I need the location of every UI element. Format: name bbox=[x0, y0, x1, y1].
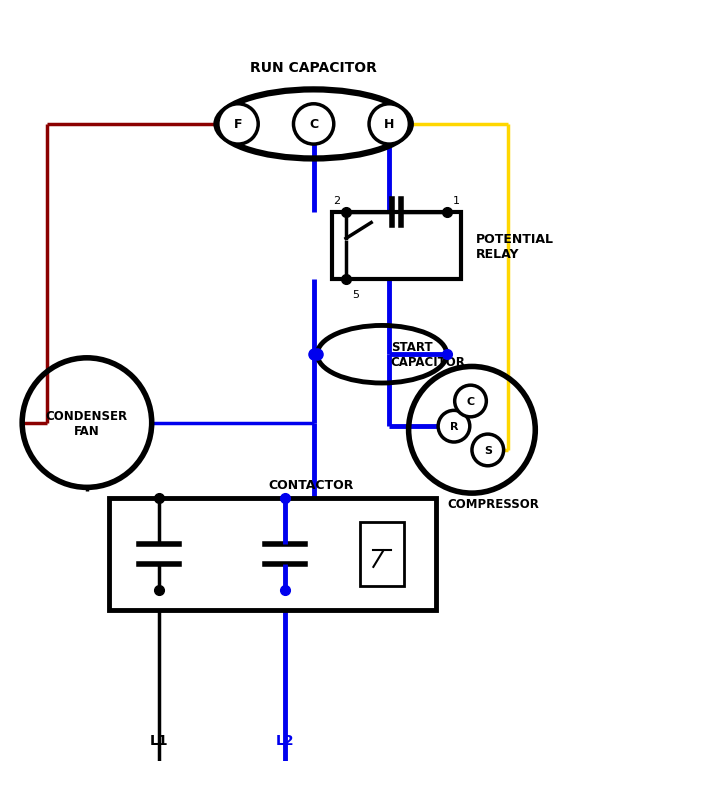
Text: L1: L1 bbox=[149, 734, 168, 748]
Text: POTENTIAL
RELAY: POTENTIAL RELAY bbox=[475, 232, 553, 260]
Text: C: C bbox=[467, 397, 475, 406]
Text: CONTACTOR: CONTACTOR bbox=[269, 479, 355, 491]
Circle shape bbox=[369, 104, 409, 145]
Circle shape bbox=[438, 411, 470, 442]
Text: 5: 5 bbox=[352, 290, 359, 300]
Circle shape bbox=[218, 104, 258, 145]
Circle shape bbox=[472, 434, 504, 467]
Text: 1: 1 bbox=[453, 196, 459, 206]
Text: H: H bbox=[384, 118, 395, 131]
Text: START
CAPACITOR: START CAPACITOR bbox=[391, 340, 465, 369]
Text: L2: L2 bbox=[275, 734, 294, 748]
Circle shape bbox=[293, 104, 333, 145]
Text: C: C bbox=[309, 118, 318, 131]
Circle shape bbox=[455, 385, 486, 418]
Text: 2: 2 bbox=[333, 196, 340, 206]
Bar bbox=[360, 522, 403, 586]
Bar bbox=[332, 213, 461, 279]
Text: RUN CAPACITOR: RUN CAPACITOR bbox=[250, 60, 377, 75]
Text: F: F bbox=[234, 118, 242, 131]
Text: R: R bbox=[450, 422, 458, 432]
Text: S: S bbox=[484, 446, 492, 455]
Bar bbox=[108, 499, 436, 610]
Text: COMPRESSOR: COMPRESSOR bbox=[447, 497, 539, 510]
Text: CONDENSER
FAN: CONDENSER FAN bbox=[46, 409, 128, 437]
